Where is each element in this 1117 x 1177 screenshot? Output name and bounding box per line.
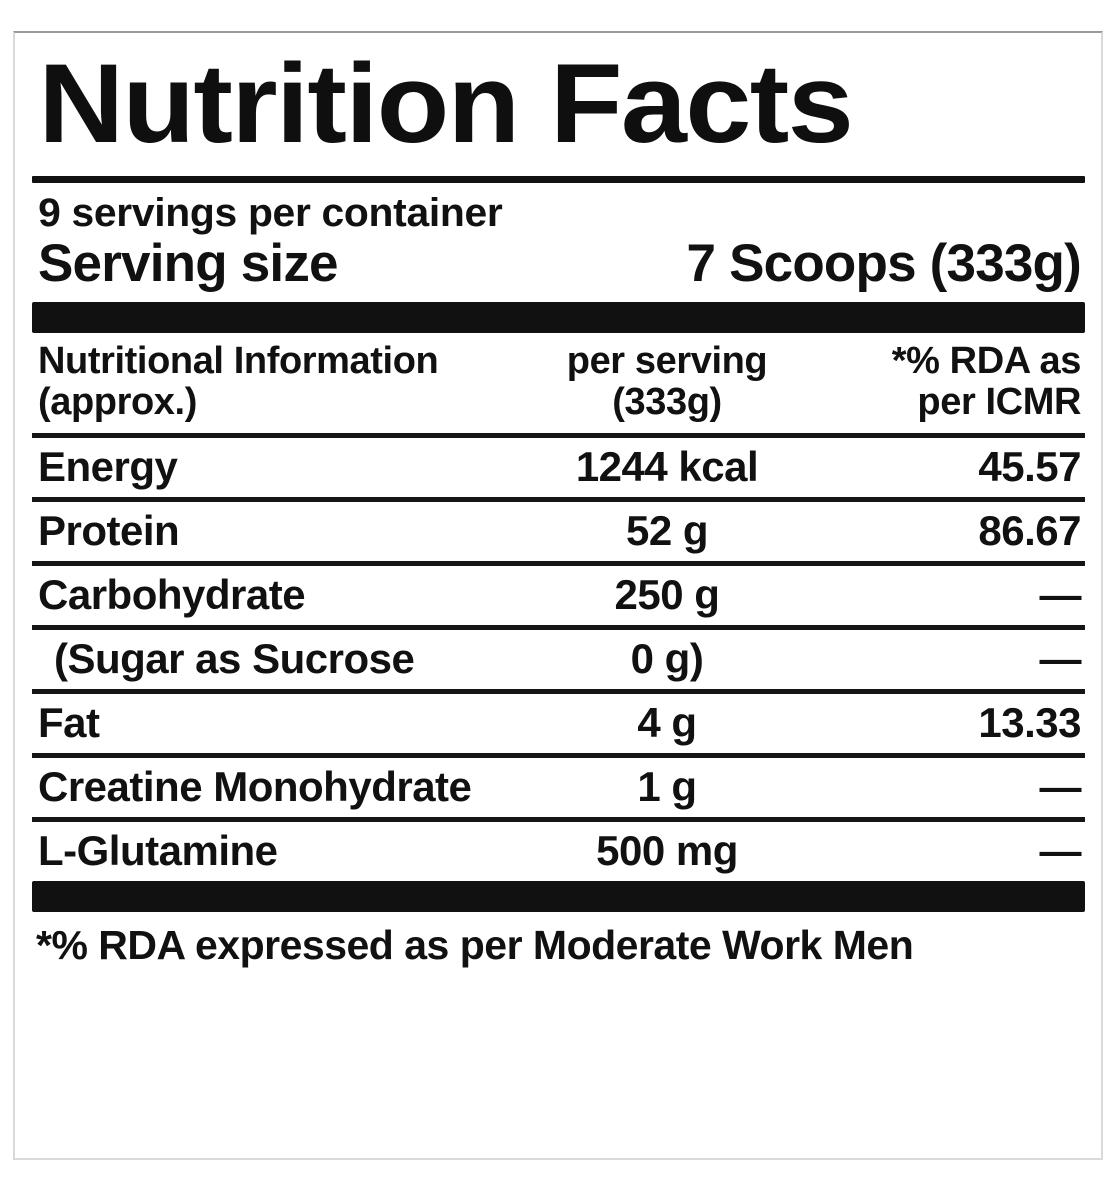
serving-size-label: Serving size <box>38 234 339 293</box>
row-separator <box>32 816 1085 822</box>
row-separator-line <box>32 816 1085 822</box>
nutrition-facts-title: Nutrition Facts <box>38 40 853 166</box>
header-rda-line2: per ICMR <box>917 380 1081 423</box>
row-separator-cell <box>32 496 1085 502</box>
row-nutrient-name: Creatine Monohydrate <box>38 762 472 810</box>
row-rda-value: 45.57 <box>978 442 1081 490</box>
header-amount-line1: per serving <box>566 339 768 382</box>
row-nutrient-name: Protein <box>38 506 180 554</box>
row-amount-per-serving: 52 g <box>625 506 709 554</box>
table-row: Carbohydrate 250 g — <box>32 566 1085 625</box>
rda-footnote: *% RDA expressed as per Moderate Work Me… <box>36 921 914 968</box>
row-separator <box>32 688 1085 694</box>
row-separator <box>32 496 1085 502</box>
row-nutrient-name: Energy <box>38 442 178 490</box>
row-separator <box>32 752 1085 758</box>
row-nutrient-name: (Sugar as Sucrose <box>54 634 415 682</box>
table-row: L-Glutamine 500 mg — <box>32 822 1085 881</box>
header-separator-cell <box>32 432 1085 438</box>
header-name-line2: (approx.) <box>38 380 197 423</box>
row-rda-value: — <box>1039 826 1082 874</box>
row-amount-per-serving: 1244 kcal <box>575 442 759 490</box>
footer-thick-bar <box>32 880 1085 912</box>
row-separator-cell <box>32 816 1085 822</box>
row-rda-value: — <box>1039 634 1082 682</box>
header-rda-icmr: *% RDA as per ICMR <box>832 333 1085 433</box>
header-amount-line2: (333g) <box>612 380 722 423</box>
table-row: (Sugar as Sucrose 0 g) — <box>32 630 1085 689</box>
table-row: Creatine Monohydrate 1 g — <box>32 758 1085 817</box>
header-per-serving: per serving (333g) <box>502 333 832 433</box>
title-rule <box>32 176 1085 183</box>
nutrition-panel: Nutrition Facts 9 servings per container… <box>32 44 1085 967</box>
row-amount-per-serving: 4 g <box>637 698 697 746</box>
table-row: Protein 52 g 86.67 <box>32 502 1085 561</box>
row-rda-value: 86.67 <box>978 506 1081 554</box>
table-row: Fat 4 g 13.33 <box>32 694 1085 753</box>
row-separator <box>32 624 1085 630</box>
row-separator-line <box>32 496 1085 502</box>
row-nutrient-name: Carbohydrate <box>38 570 306 618</box>
row-separator <box>32 560 1085 566</box>
nutrition-table: Nutritional Information (approx.) per se… <box>32 333 1085 881</box>
row-amount-per-serving: 0 g) <box>630 634 704 682</box>
row-separator-line <box>32 752 1085 758</box>
nutrition-table-head: Nutritional Information (approx.) per se… <box>32 333 1085 438</box>
row-nutrient-name: Fat <box>38 698 100 746</box>
row-amount-per-serving: 1 g <box>637 762 697 810</box>
row-rda-value: — <box>1039 570 1082 618</box>
row-separator-line <box>32 560 1085 566</box>
header-separator-row <box>32 432 1085 438</box>
row-separator-cell <box>32 624 1085 630</box>
row-separator-cell <box>32 752 1085 758</box>
serving-size-row: Serving size 7 Scoops (333g) <box>32 234 1085 302</box>
nutrition-table-body: Energy 1244 kcal 45.57 Protein 52 g 86.67 Carb… <box>32 438 1085 881</box>
table-row: Energy 1244 kcal 45.57 <box>32 438 1085 497</box>
row-nutrient-name: L-Glutamine <box>38 826 278 874</box>
header-thick-bar <box>32 301 1085 333</box>
servings-per-container: 9 servings per container <box>38 191 503 235</box>
row-separator-line <box>32 624 1085 630</box>
table-header-row: Nutritional Information (approx.) per se… <box>32 333 1085 433</box>
row-separator-cell <box>32 560 1085 566</box>
row-separator-cell <box>32 688 1085 694</box>
row-amount-per-serving: 500 mg <box>596 826 738 874</box>
header-separator-line <box>32 432 1085 438</box>
row-separator-line <box>32 688 1085 694</box>
row-rda-value: — <box>1039 762 1082 810</box>
row-amount-per-serving: 250 g <box>614 570 720 618</box>
header-nutritional-information: Nutritional Information (approx.) <box>32 333 502 433</box>
header-name-line1: Nutritional Information <box>38 339 439 382</box>
row-rda-value: 13.33 <box>978 698 1081 746</box>
serving-size-value: 7 Scoops (333g) <box>686 234 1082 293</box>
header-rda-line1: *% RDA as <box>891 339 1082 382</box>
